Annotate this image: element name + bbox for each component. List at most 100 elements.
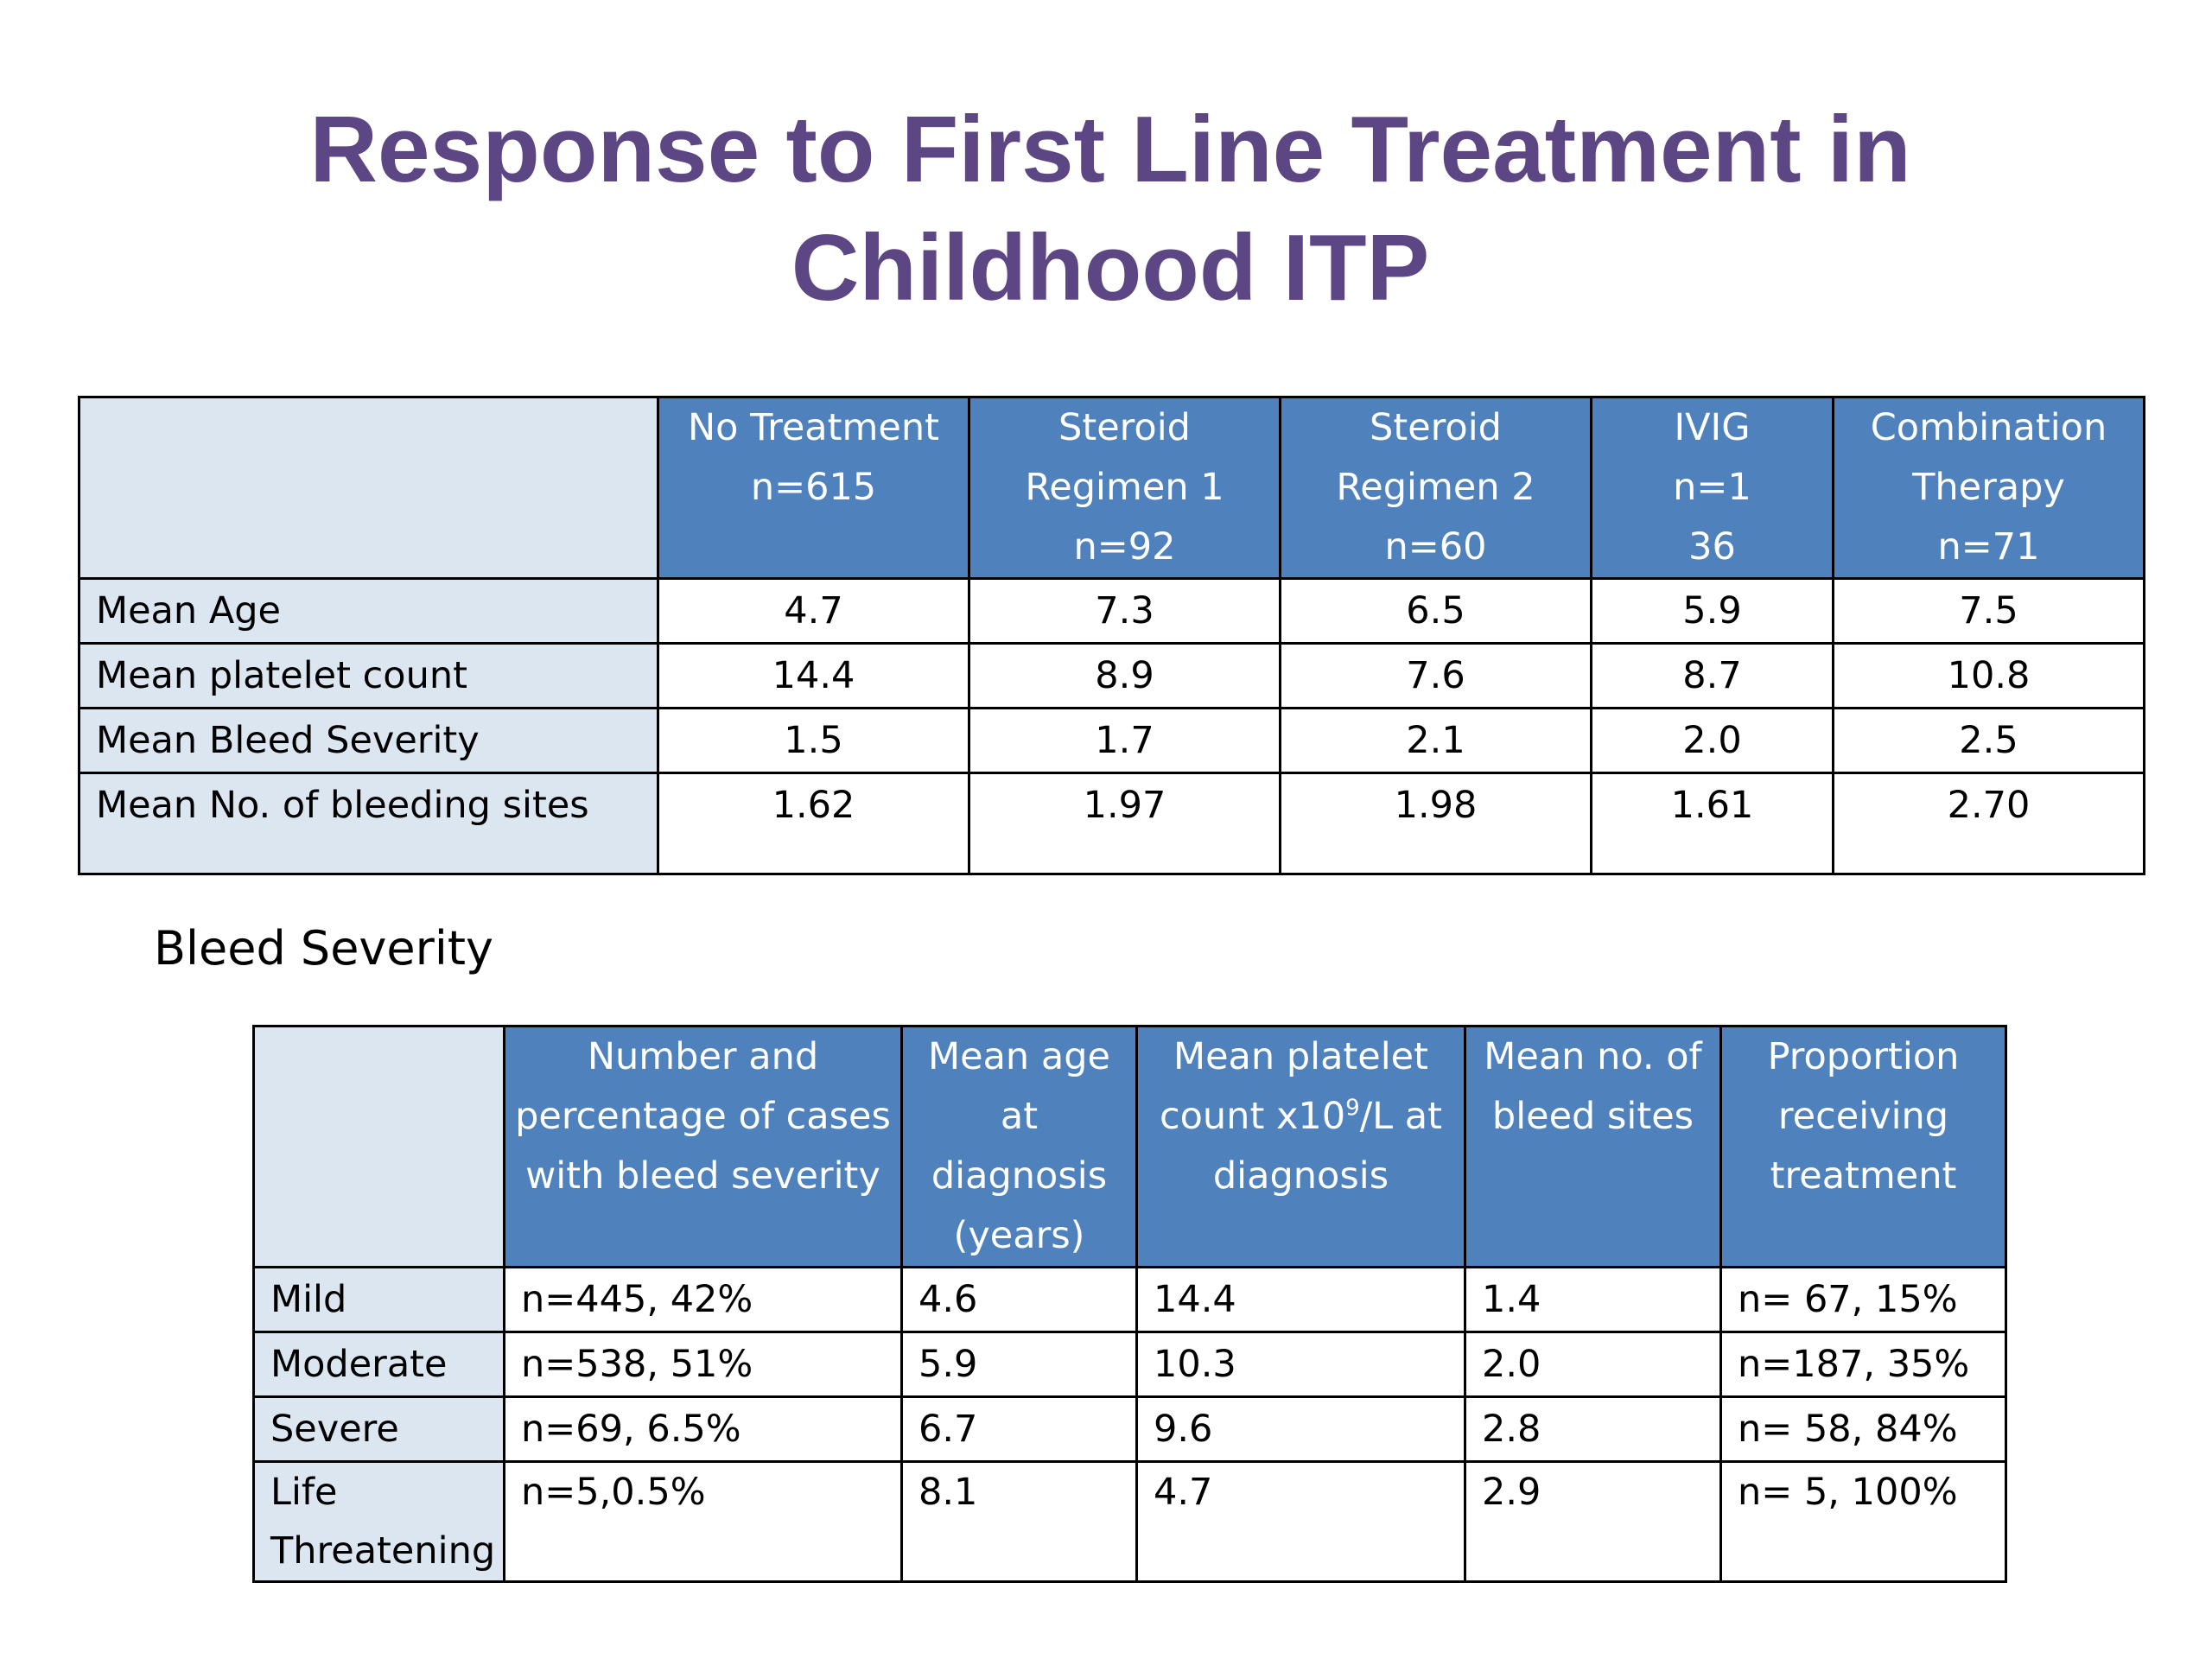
table-cell: 1.7 [968, 707, 1281, 774]
header-line: Steroid [1058, 406, 1191, 449]
header-line: Mean platelet [1173, 1035, 1428, 1078]
header-line: at [1000, 1095, 1039, 1138]
table-cell: 6.5 [1279, 577, 1592, 645]
table-cell: 1.62 [657, 772, 970, 875]
table-cell: 5.9 [900, 1331, 1138, 1398]
header-line: n=71 [1937, 525, 2040, 569]
row-label: Severe [252, 1395, 505, 1463]
table-cell: 10.3 [1135, 1331, 1466, 1398]
column-header-proportion-receiving-treatment: Proportion receiving treatment [1719, 1025, 2007, 1268]
table-cell: 4.6 [900, 1266, 1138, 1333]
table-cell: n= 5, 100% [1719, 1460, 2007, 1583]
row-label: Mean Age [78, 577, 659, 645]
table-cell: n=5,0.5% [503, 1460, 903, 1583]
table-cell: 2.5 [1832, 707, 2145, 774]
title-line-1: Response to First Line Treatment in [309, 97, 1911, 202]
table-cell: 2.9 [1464, 1460, 1722, 1583]
header-line: n=1 [1673, 466, 1751, 509]
column-header-number-and-percentage: Number and percentage of cases with blee… [503, 1025, 903, 1268]
header-line: Mean no. of [1484, 1035, 1702, 1078]
header-line: Number and [587, 1035, 819, 1078]
table-cell: n=445, 42% [503, 1266, 903, 1333]
row-label: Mild [252, 1266, 505, 1333]
header-line: n=615 [750, 466, 877, 509]
header-line: Therapy [1912, 466, 2065, 509]
table-cell: 7.3 [968, 577, 1281, 645]
table-cell: 8.9 [968, 642, 1281, 709]
table-cell: 1.4 [1464, 1266, 1722, 1333]
table-cell: 2.8 [1464, 1395, 1722, 1463]
header-line: percentage of cases [515, 1095, 891, 1138]
table-cell: 4.7 [657, 577, 970, 645]
table-row: Life Threatening n=5,0.5% 8.1 4.7 2.9 n=… [252, 1460, 2007, 1583]
header-corner-cell [252, 1025, 505, 1268]
header-line: Regimen 2 [1336, 466, 1535, 509]
table-row: Moderate n=538, 51% 5.9 10.3 2.0 n=187, … [252, 1331, 2007, 1398]
header-line: count x109/L at [1140, 1087, 1463, 1147]
header-line: 36 [1688, 525, 1736, 569]
title-line-2: Childhood ITP [791, 215, 1430, 321]
column-header-mean-age: Mean age at diagnosis (years) [900, 1025, 1138, 1268]
table-cell: n=187, 35% [1719, 1331, 2007, 1398]
treatment-response-table: No Treatment n=615 Steroid Regimen 1 n=9… [78, 396, 2145, 875]
column-header-mean-bleed-sites: Mean no. of bleed sites [1464, 1025, 1722, 1268]
header-line: n=92 [1073, 525, 1176, 569]
table-cell: 2.0 [1590, 707, 1834, 774]
table-cell: 1.61 [1590, 772, 1834, 875]
table-header-row: No Treatment n=615 Steroid Regimen 1 n=9… [78, 396, 2145, 580]
table-cell: n=538, 51% [503, 1331, 903, 1398]
column-header-mean-platelet-count: Mean platelet count x109/L at diagnosis [1135, 1025, 1466, 1268]
header-line: with bleed severity [525, 1154, 880, 1198]
column-header-ivig: IVIG n=1 36 [1590, 396, 1834, 580]
table-cell: 7.6 [1279, 642, 1592, 709]
table-cell: 2.70 [1832, 772, 2145, 875]
table-row: Mean Age 4.7 7.3 6.5 5.9 7.5 [78, 577, 2145, 645]
table-cell: 1.98 [1279, 772, 1592, 875]
slide-title: Response to First Line Treatment in Chil… [0, 91, 2212, 327]
table-cell: 8.1 [900, 1460, 1138, 1583]
table-cell: 1.97 [968, 772, 1281, 875]
table-cell: 10.8 [1832, 642, 2145, 709]
header-line: diagnosis [931, 1154, 1108, 1198]
header-text: count x10 [1159, 1095, 1346, 1138]
table-cell: 6.7 [900, 1395, 1138, 1463]
row-label: Life Threatening [252, 1460, 505, 1583]
table-cell: 7.5 [1832, 577, 2145, 645]
header-line: bleed sites [1491, 1095, 1694, 1138]
header-line: diagnosis [1212, 1154, 1389, 1198]
table-cell: 14.4 [1135, 1266, 1466, 1333]
table-row: Mild n=445, 42% 4.6 14.4 1.4 n= 67, 15% [252, 1266, 2007, 1333]
table-cell: 1.5 [657, 707, 970, 774]
header-text: /L at [1359, 1095, 1443, 1138]
table-cell: n= 67, 15% [1719, 1266, 2007, 1333]
table-row: Severe n=69, 6.5% 6.7 9.6 2.8 n= 58, 84% [252, 1395, 2007, 1463]
header-line: receiving [1777, 1095, 1949, 1138]
table-cell: n= 58, 84% [1719, 1395, 2007, 1463]
header-line: Regimen 1 [1025, 466, 1224, 509]
row-label: Mean No. of bleeding sites [78, 772, 659, 875]
column-header-combination-therapy: Combination Therapy n=71 [1832, 396, 2145, 580]
header-line: No Treatment [688, 406, 939, 449]
table-cell: 2.1 [1279, 707, 1592, 774]
table-row: Mean platelet count 14.4 8.9 7.6 8.7 10.… [78, 642, 2145, 709]
table-cell: 2.0 [1464, 1331, 1722, 1398]
table-row: Mean Bleed Severity 1.5 1.7 2.1 2.0 2.5 [78, 707, 2145, 774]
header-line: Combination [1870, 406, 2107, 449]
row-label: Mean platelet count [78, 642, 659, 709]
section-label-bleed-severity: Bleed Severity [154, 921, 493, 976]
column-header-no-treatment: No Treatment n=615 [657, 396, 970, 580]
column-header-steroid-regimen-1: Steroid Regimen 1 n=92 [968, 396, 1281, 580]
table-cell: n=69, 6.5% [503, 1395, 903, 1463]
header-line: Mean age [928, 1035, 1110, 1078]
row-label: Moderate [252, 1331, 505, 1398]
header-line: n=60 [1384, 525, 1487, 569]
table-cell: 5.9 [1590, 577, 1834, 645]
bleed-severity-table: Number and percentage of cases with blee… [252, 1025, 2007, 1583]
header-line: treatment [1770, 1154, 1957, 1198]
table-header-row: Number and percentage of cases with blee… [252, 1025, 2007, 1268]
header-line: Proportion [1767, 1035, 1960, 1078]
header-corner-cell [78, 396, 659, 580]
column-header-steroid-regimen-2: Steroid Regimen 2 n=60 [1279, 396, 1592, 580]
table-cell: 9.6 [1135, 1395, 1466, 1463]
header-line: IVIG [1674, 406, 1751, 449]
